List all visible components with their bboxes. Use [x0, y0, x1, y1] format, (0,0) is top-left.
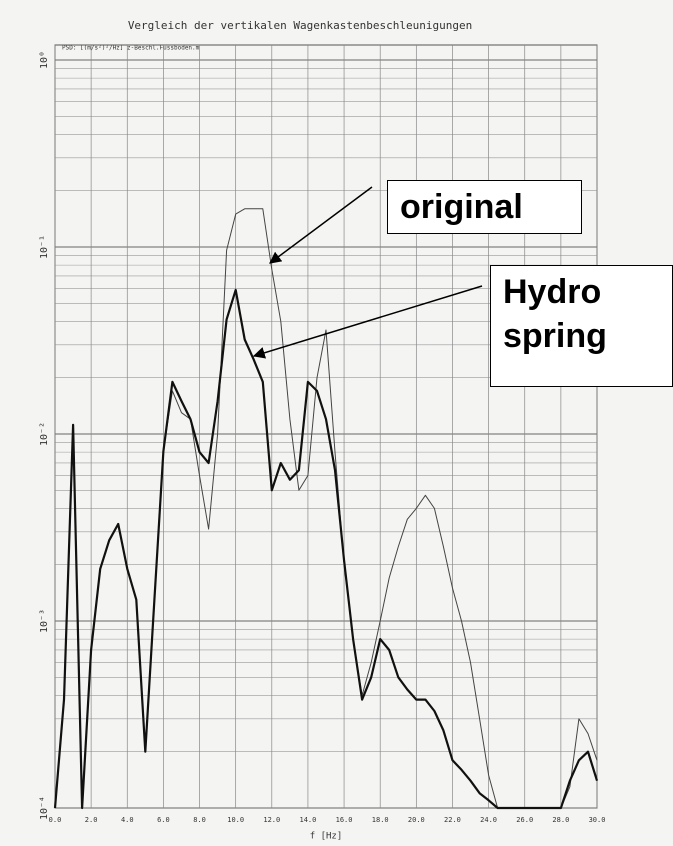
- x-tick-label: 20.0: [408, 816, 425, 824]
- x-tick-label: 24.0: [480, 816, 497, 824]
- chart-subtitle: PSD: [(m/s²)²/Hz] z-Beschl.Fussboden.m: [62, 45, 200, 52]
- x-tick-label: 4.0: [121, 816, 134, 824]
- x-tick-label: 0.0: [49, 816, 62, 824]
- x-tick-label: 8.0: [193, 816, 206, 824]
- x-tick-label: 16.0: [336, 816, 353, 824]
- chart-title: Vergleich der vertikalen Wagenkastenbesc…: [128, 19, 472, 32]
- x-tick-label: 18.0: [372, 816, 389, 824]
- series-label: Hydro spring: [490, 265, 673, 387]
- x-tick-label: 2.0: [85, 816, 98, 824]
- data-line: [53, 288, 599, 810]
- x-tick-label: 30.0: [589, 816, 606, 824]
- y-tick-label: 10⁻⁴: [39, 796, 50, 820]
- x-tick-label: 10.0: [227, 816, 244, 824]
- y-tick-label: 10⁻²: [39, 422, 50, 446]
- y-tick-label: 10⁻³: [39, 609, 50, 633]
- series-label: original: [387, 180, 582, 234]
- y-tick-label: 10⁰: [39, 51, 50, 69]
- x-tick-label: 26.0: [516, 816, 533, 824]
- y-tick-label: 10⁻¹: [39, 235, 50, 259]
- arrow: [252, 285, 483, 359]
- x-tick-label: 22.0: [444, 816, 461, 824]
- x-tick-label: 12.0: [263, 816, 280, 824]
- arrow: [269, 186, 373, 264]
- plot-frame: [54, 44, 598, 809]
- x-tick-label: 6.0: [157, 816, 170, 824]
- x-axis-label: f [Hz]: [310, 832, 343, 842]
- x-tick-label: 14.0: [300, 816, 317, 824]
- x-tick-label: 28.0: [552, 816, 569, 824]
